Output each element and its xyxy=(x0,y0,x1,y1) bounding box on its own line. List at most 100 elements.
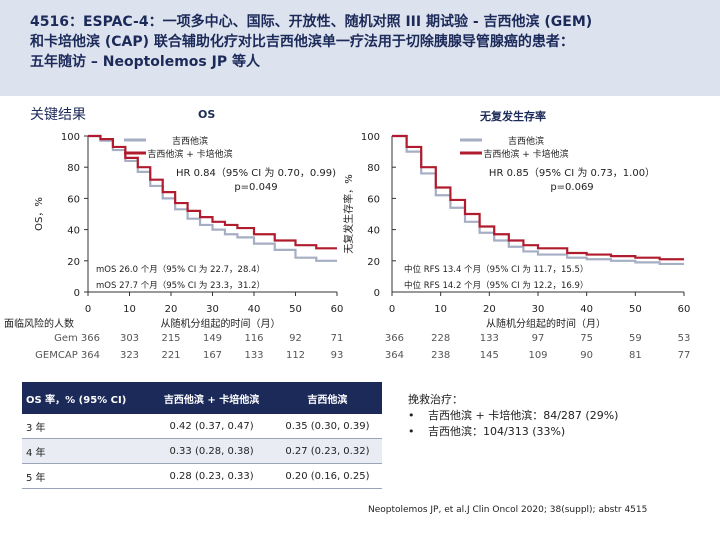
os-median-2: mOS 27.7 个月（95% CI 为 23.3，31.2） xyxy=(96,280,265,291)
salvage-therapy-block: 挽救治疗： • 吉西他滨 + 卡培他滨：84/287 (29%) • 吉西他滨：… xyxy=(408,392,618,440)
rfs-series-gemcap-line xyxy=(392,134,684,261)
rfs-at-risk-value: 109 xyxy=(528,350,547,361)
bullet-icon: • xyxy=(408,409,415,422)
rfs-at-risk-value: 53 xyxy=(678,333,691,344)
rfs-series-gem-line xyxy=(392,134,684,266)
os-at-risk-value: 112 xyxy=(286,350,305,361)
os-table-header: 吉西他滨 + 卡培他滨 xyxy=(150,382,273,414)
rfs-y-tick-label: 20 xyxy=(367,257,380,268)
os-y-tick-label: 20 xyxy=(67,257,80,268)
os-x-tick-label: 0 xyxy=(85,304,91,315)
os-at-risk-value: 92 xyxy=(289,333,302,344)
os-rate-table: OS 率，% (95% CI) 吉西他滨 + 卡培他滨 吉西他滨 3 年 0.4… xyxy=(22,382,382,489)
rfs-x-tick-label: 40 xyxy=(580,304,593,315)
os-at-risk-value: 221 xyxy=(161,350,180,361)
os-y-tick-label: 60 xyxy=(67,194,80,205)
os-x-tick-label: 30 xyxy=(206,304,219,315)
rfs-x-tick-label: 0 xyxy=(389,304,395,315)
rfs-y-tick-label: 80 xyxy=(367,163,380,174)
rfs-at-risk-value: 133 xyxy=(480,333,499,344)
table-cell: 5 年 xyxy=(22,463,151,489)
os-y-tick-label: 0 xyxy=(74,288,80,299)
os-y-tick-label: 100 xyxy=(61,132,80,143)
rfs-legend-label: 吉西他滨 xyxy=(508,135,544,147)
os-at-risk-label: 面临风险的人数 xyxy=(4,317,74,330)
rfs-p-value: p=0.069 xyxy=(550,182,593,193)
os-at-risk-value: 167 xyxy=(203,350,222,361)
rfs-y-axis-label: 无复发生存率，% xyxy=(342,174,355,254)
rfs-legend-label: 吉西他滨 + 卡培他滨 xyxy=(483,148,568,160)
os-hr-annotation: HR 0.84（95% CI 为 0.70，0.99) xyxy=(176,167,336,179)
os-at-risk-value: 116 xyxy=(244,333,263,344)
table-cell: 4 年 xyxy=(22,438,151,464)
salvage-title: 挽救治疗： xyxy=(408,393,463,406)
rfs-x-tick-label: 60 xyxy=(678,304,691,315)
os-at-risk-value: 149 xyxy=(203,333,222,344)
os-at-risk-row-label: GEMCAP 364 xyxy=(35,350,100,361)
rfs-y-tick-label: 0 xyxy=(374,288,380,299)
rfs-at-risk-value: 59 xyxy=(629,333,642,344)
rfs-at-risk-value: 238 xyxy=(431,350,450,361)
table-row: 5 年 0.28 (0.23, 0.33) 0.20 (0.16, 0.25) xyxy=(22,463,382,489)
header-banner: 4516：ESPAC-4：一项多中心、国际、开放性、随机对照 III 期试验 -… xyxy=(0,0,720,96)
os-x-tick-label: 10 xyxy=(123,304,136,315)
rfs-hr-annotation: HR 0.85（95% CI 为 0.73，1.00） xyxy=(489,167,655,179)
table-cell: 0.42 (0.37, 0.47) xyxy=(150,414,273,439)
os-p-value: p=0.049 xyxy=(234,182,277,193)
rfs-y-tick-label: 40 xyxy=(367,226,380,237)
rfs-at-risk-value: 90 xyxy=(580,350,593,361)
rfs-x-tick-label: 30 xyxy=(532,304,545,315)
salvage-item-text: 吉西他滨：104/313 (33%) xyxy=(428,425,566,438)
os-y-tick-label: 80 xyxy=(67,163,80,174)
table-cell: 0.28 (0.23, 0.33) xyxy=(150,463,273,489)
table-cell: 0.35 (0.30, 0.39) xyxy=(272,414,382,439)
os-x-tick-label: 60 xyxy=(331,304,344,315)
rfs-x-tick-label: 50 xyxy=(629,304,642,315)
bullet-icon: • xyxy=(408,425,415,438)
os-at-risk-value: 303 xyxy=(120,333,139,344)
salvage-item-text: 吉西他滨 + 卡培他滨：84/287 (29%) xyxy=(428,409,619,422)
table-cell: 0.20 (0.16, 0.25) xyxy=(272,463,382,489)
key-results-label: 关键结果 xyxy=(30,107,86,123)
rfs-at-risk-value: 228 xyxy=(431,333,450,344)
rfs-x-tick-label: 20 xyxy=(483,304,496,315)
os-median-1: mOS 26.0 个月（95% CI 为 22.7，28.4） xyxy=(96,264,265,275)
title-line-1: 4516：ESPAC-4：一项多中心、国际、开放性、随机对照 III 期试验 -… xyxy=(30,14,593,30)
os-legend-label: 吉西他滨 + 卡培他滨 xyxy=(147,148,232,160)
rfs-at-risk-row-label: 366 xyxy=(385,333,404,344)
os-y-tick-label: 40 xyxy=(67,226,80,237)
os-x-tick-label: 20 xyxy=(165,304,178,315)
os-table-header: 吉西他滨 xyxy=(272,382,382,414)
os-at-risk-value: 93 xyxy=(331,350,344,361)
os-at-risk-value: 215 xyxy=(161,333,180,344)
os-at-risk-row-label: Gem 366 xyxy=(54,333,100,344)
rfs-chart-title: 无复发生存率 xyxy=(480,110,546,123)
title-line-3: 五年随访 – Neoptolemos JP 等人 xyxy=(30,54,260,70)
rfs-at-risk-value: 81 xyxy=(629,350,642,361)
list-item: • 吉西他滨：104/313 (33%) xyxy=(408,424,618,440)
os-series-gemcap-line xyxy=(88,134,337,250)
rfs-at-risk-value: 97 xyxy=(532,333,545,344)
rfs-at-risk-row-label: 364 xyxy=(385,350,404,361)
rfs-at-risk-value: 77 xyxy=(678,350,691,361)
os-legend-label: 吉西他滨 xyxy=(172,135,208,147)
rfs-median-1: 中位 RFS 13.4 个月（95% CI 为 11.7，15.5） xyxy=(404,264,588,275)
table-cell: 3 年 xyxy=(22,414,151,439)
page-title: 4516：ESPAC-4：一项多中心、国际、开放性、随机对照 III 期试验 -… xyxy=(30,12,710,72)
rfs-median-2: 中位 RFS 14.2 个月（95% CI 为 12.2，16.9） xyxy=(404,280,588,291)
os-x-tick-label: 50 xyxy=(289,304,302,315)
citation: Neoptolemos JP, et al.J Clin Oncol 2020;… xyxy=(368,505,648,515)
table-cell: 0.33 (0.28, 0.38) xyxy=(150,438,273,464)
os-table-header: OS 率，% (95% CI) xyxy=(22,382,151,414)
os-series-gem-line xyxy=(88,134,337,262)
table-row: 3 年 0.42 (0.37, 0.47) 0.35 (0.30, 0.39) xyxy=(22,414,382,439)
rfs-x-axis-label: 从随机分组起的时间（月） xyxy=(486,317,606,330)
table-row: 4 年 0.33 (0.28, 0.38) 0.27 (0.23, 0.32) xyxy=(22,438,382,464)
os-x-axis-label: 从随机分组起的时间（月） xyxy=(161,317,281,330)
os-at-risk-value: 133 xyxy=(244,350,263,361)
table-cell: 0.27 (0.23, 0.32) xyxy=(272,438,382,464)
os-y-axis-label: OS，% xyxy=(34,197,45,231)
rfs-at-risk-value: 145 xyxy=(480,350,499,361)
os-x-tick-label: 40 xyxy=(248,304,261,315)
os-chart-title: OS xyxy=(198,108,216,121)
